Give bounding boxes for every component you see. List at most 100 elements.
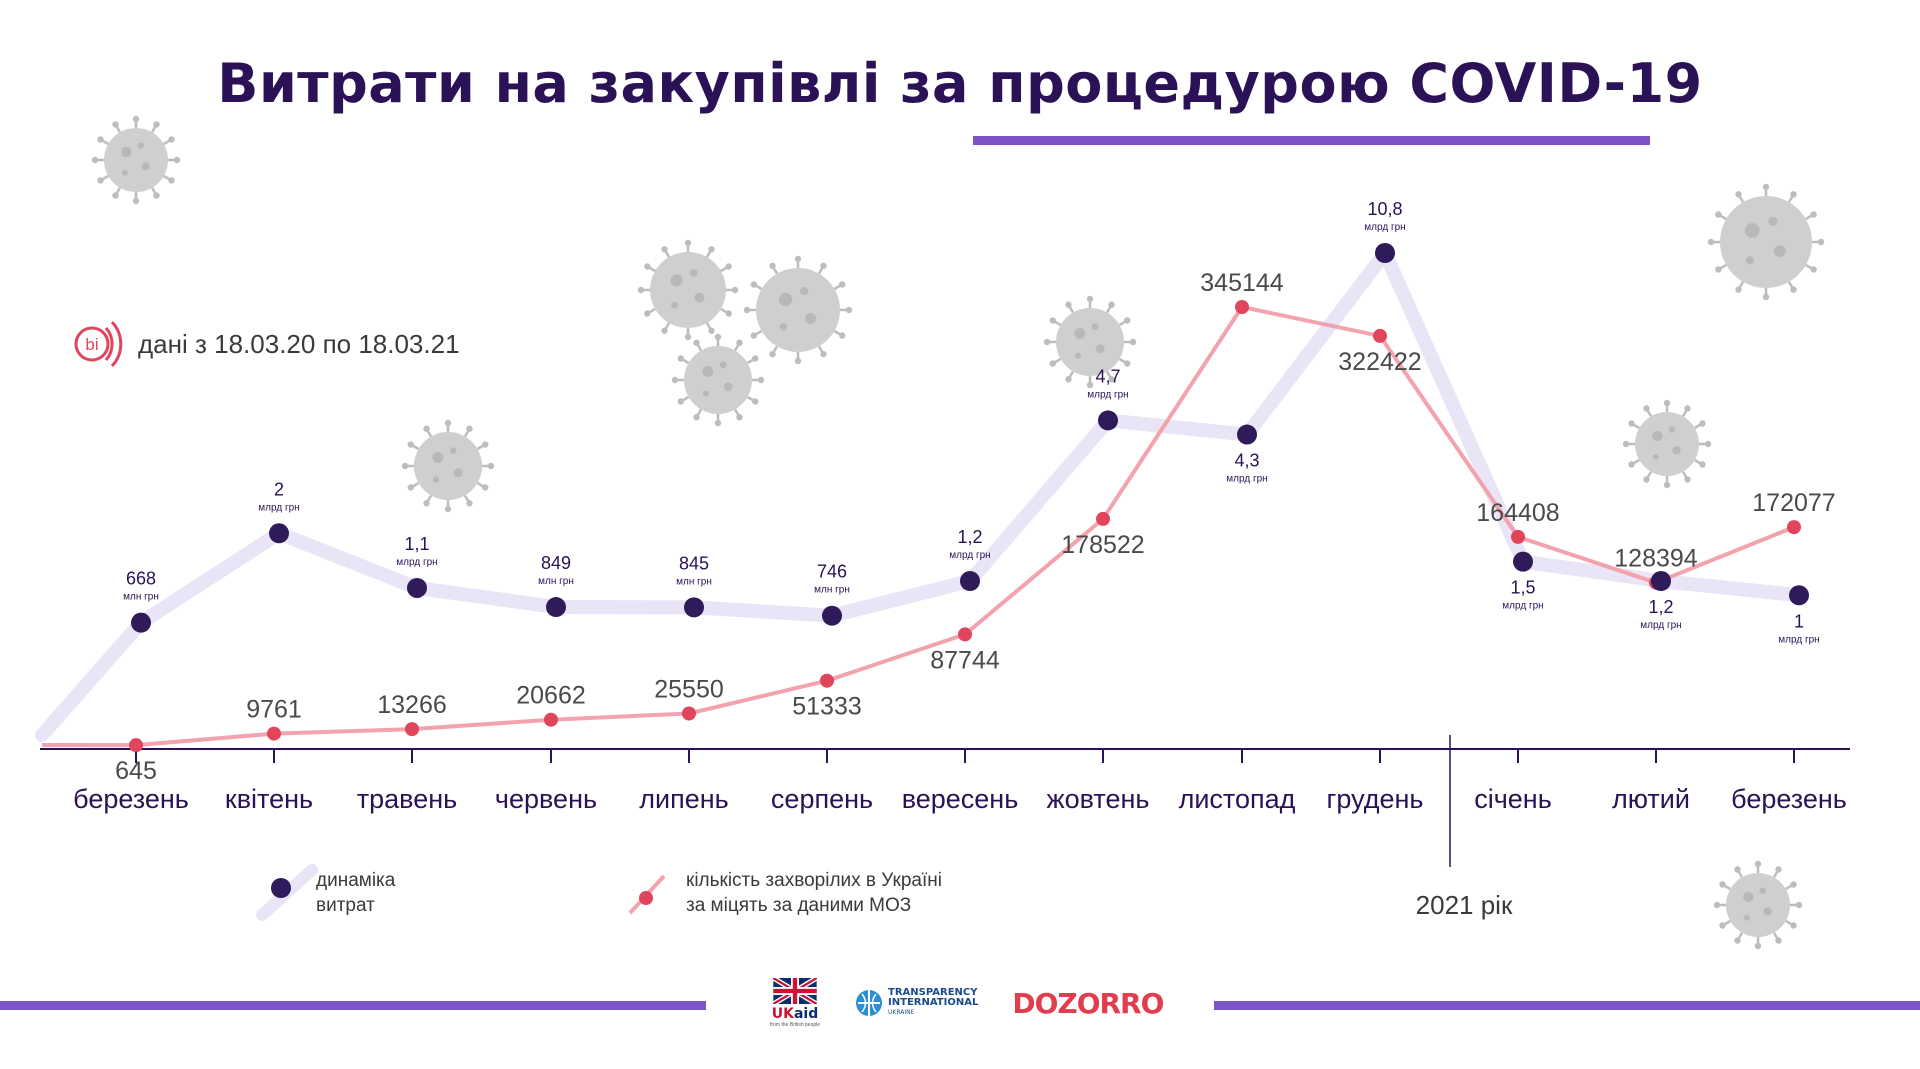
virus-spike-tip (677, 398, 684, 405)
virus-spike-tip (708, 246, 715, 253)
virus-spike-tip (407, 484, 414, 491)
virus-spot (1668, 426, 1676, 433)
virus-spike-tip (1790, 286, 1797, 293)
virus-spot (702, 366, 714, 377)
virus-spike-tip (736, 414, 743, 421)
virus-spike-tip (714, 333, 722, 341)
spending-point (1098, 410, 1118, 431)
virus-spike-tip (1754, 942, 1762, 950)
virus-spike-tip (1775, 866, 1782, 873)
virus-spot (703, 390, 710, 397)
spending-data-label: 4,7 (1095, 366, 1120, 386)
virus-spike-tip (1086, 381, 1094, 389)
virus-spike-tip (1628, 420, 1635, 427)
virus-spike-tip (401, 462, 409, 470)
virus-spike-tip (407, 441, 414, 448)
virus-spike-tip (769, 350, 776, 358)
virus-spike-tip (661, 246, 668, 253)
virus-spot (1672, 446, 1681, 455)
virus-spot (719, 361, 727, 369)
spending-series-points (131, 243, 1809, 633)
virus-spot (778, 292, 793, 307)
virus-spike-tip (1628, 461, 1635, 468)
cases-series-points (129, 300, 1801, 753)
year-label: 2021 рік (1416, 890, 1513, 920)
cases-point (267, 726, 281, 741)
cases-data-label: 164408 (1476, 499, 1559, 527)
virus-spot (689, 269, 698, 277)
page-title: Витрати на закупівлі за процедурою COVID… (217, 52, 1703, 115)
virus-spike-tip (1699, 420, 1706, 427)
virus-spike-tip (482, 484, 489, 491)
virus-spike-tip (168, 136, 175, 143)
legend-cases-label-2: за міцять за даними МОЗ (686, 895, 911, 916)
virus-spike-tip (466, 500, 473, 507)
spending-point (131, 612, 151, 633)
virus-spike-tip (1707, 238, 1715, 246)
cases-point (1373, 328, 1387, 343)
virus-spike-tip (1043, 338, 1051, 346)
virus-spike-tip (1663, 481, 1671, 489)
virus-spot (1745, 256, 1755, 265)
spending-unit-label: млн грн (538, 576, 574, 587)
virus-spike-tip (1713, 901, 1721, 909)
virus-spike-tip (1790, 881, 1797, 888)
virus-spike-tip (757, 376, 765, 384)
cases-data-label: 172077 (1752, 489, 1835, 517)
virus-spike-tip (794, 255, 802, 263)
virus-spot (432, 452, 444, 463)
virus-spot (1744, 223, 1760, 238)
spending-point (1789, 585, 1809, 606)
ti-line-2: INTERNATIONAL (888, 997, 979, 1008)
x-tick-label: серпень (771, 784, 873, 814)
spending-point (269, 523, 289, 544)
spending-series-labels: 668 млн грн 2 млрд грн 1,1 млрд грн 849 млн грн… (123, 199, 1820, 645)
source-note: bi дані з 18.03.20 по 18.03.21 (64, 314, 460, 374)
bi-logo-icon: bi (74, 320, 123, 368)
virus-spike-tip (794, 357, 802, 365)
spending-point (1237, 424, 1257, 445)
virus-spike-tip (838, 332, 846, 339)
virus-spike-tip (769, 262, 776, 270)
virus-spike-tip (1124, 360, 1131, 367)
virus-spot (1763, 907, 1772, 916)
virus-spike-tip (112, 121, 119, 128)
virus-spike-tip (1065, 301, 1072, 308)
virus-spike-tip (91, 156, 99, 164)
virus-body (684, 346, 752, 414)
cases-point (405, 722, 419, 737)
virus-spot (671, 301, 679, 309)
virus-spike-tip (693, 414, 700, 421)
x-tick-label: січень (1474, 784, 1552, 814)
cases-point (544, 712, 558, 727)
virus-spike-tip (1684, 405, 1691, 412)
virus-spike-tip (444, 505, 452, 513)
legend-spending-label-2: витрат (316, 895, 375, 916)
spending-data-label: 1,2 (1648, 597, 1673, 617)
x-tick-label: березень (73, 784, 189, 814)
dozorro-logo: DOZORRO (1012, 986, 1164, 1020)
virus-spike-tip (725, 310, 732, 317)
x-tick-label: жовтень (1047, 784, 1150, 814)
virus-icon (1043, 295, 1137, 389)
virus-spike-tip (1790, 922, 1797, 929)
virus-spike-tip (1124, 317, 1131, 324)
virus-spot (1768, 216, 1778, 226)
footer-bar-left (0, 1001, 706, 1010)
spending-unit-label: млрд грн (1502, 601, 1543, 612)
virus-body (1720, 196, 1812, 288)
spending-data-label: 2 (274, 479, 284, 499)
virus-spike-tip (444, 419, 452, 427)
spending-point (960, 571, 980, 591)
virus-spike-tip (731, 286, 739, 294)
virus-spot (1652, 430, 1663, 442)
virus-spot (805, 312, 817, 324)
spending-unit-label: млрд грн (1640, 620, 1681, 631)
virus-spike-tip (1810, 266, 1817, 273)
legend-cases-label-1: кількість захворілих в Україні (686, 870, 942, 891)
virus-spot (779, 323, 788, 331)
spending-unit-label: млн грн (676, 576, 712, 587)
virus-spot (1743, 891, 1754, 903)
virus-spot (449, 447, 457, 455)
